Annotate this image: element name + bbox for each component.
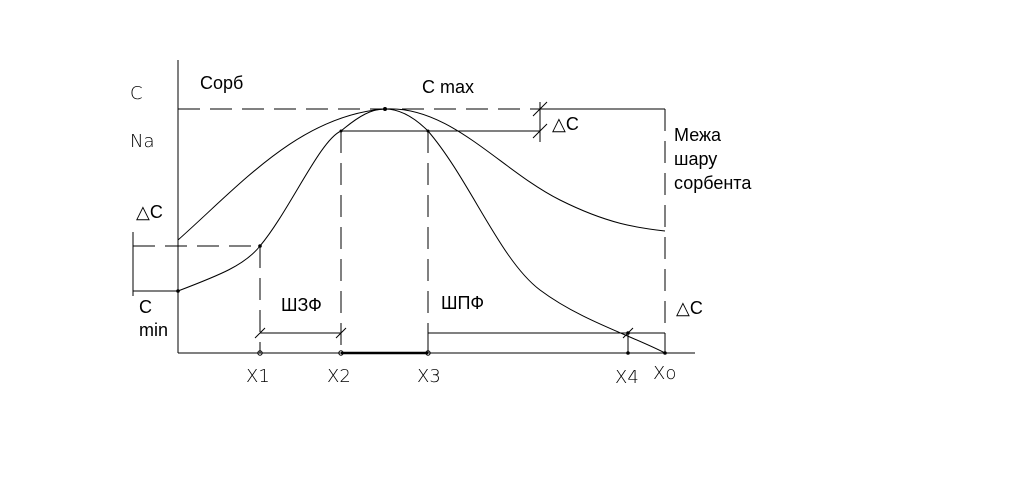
label: △C [136, 202, 163, 222]
label: ШЗФ [281, 295, 322, 315]
label: Межа [674, 125, 722, 145]
label: ШПФ [441, 293, 484, 313]
label: △C [552, 114, 579, 134]
narrow-curve [177, 108, 666, 354]
x-label: Xo [653, 363, 676, 384]
label: сорбента [674, 173, 752, 193]
label: Сорб [200, 73, 243, 93]
x-label: X3 [417, 366, 441, 387]
label: △C [676, 298, 703, 318]
label: min [139, 320, 168, 340]
axes [177, 60, 695, 355]
label: Na [130, 131, 155, 152]
label: шару [674, 149, 717, 169]
guide-lines [132, 101, 666, 353]
x-label: X1 [246, 366, 270, 387]
label: C [130, 83, 143, 104]
x-label: X2 [327, 366, 351, 387]
broad-curve [177, 108, 666, 241]
points [176, 107, 667, 356]
label: C [139, 297, 152, 317]
x-label: X4 [615, 367, 639, 388]
label: C max [422, 77, 474, 97]
